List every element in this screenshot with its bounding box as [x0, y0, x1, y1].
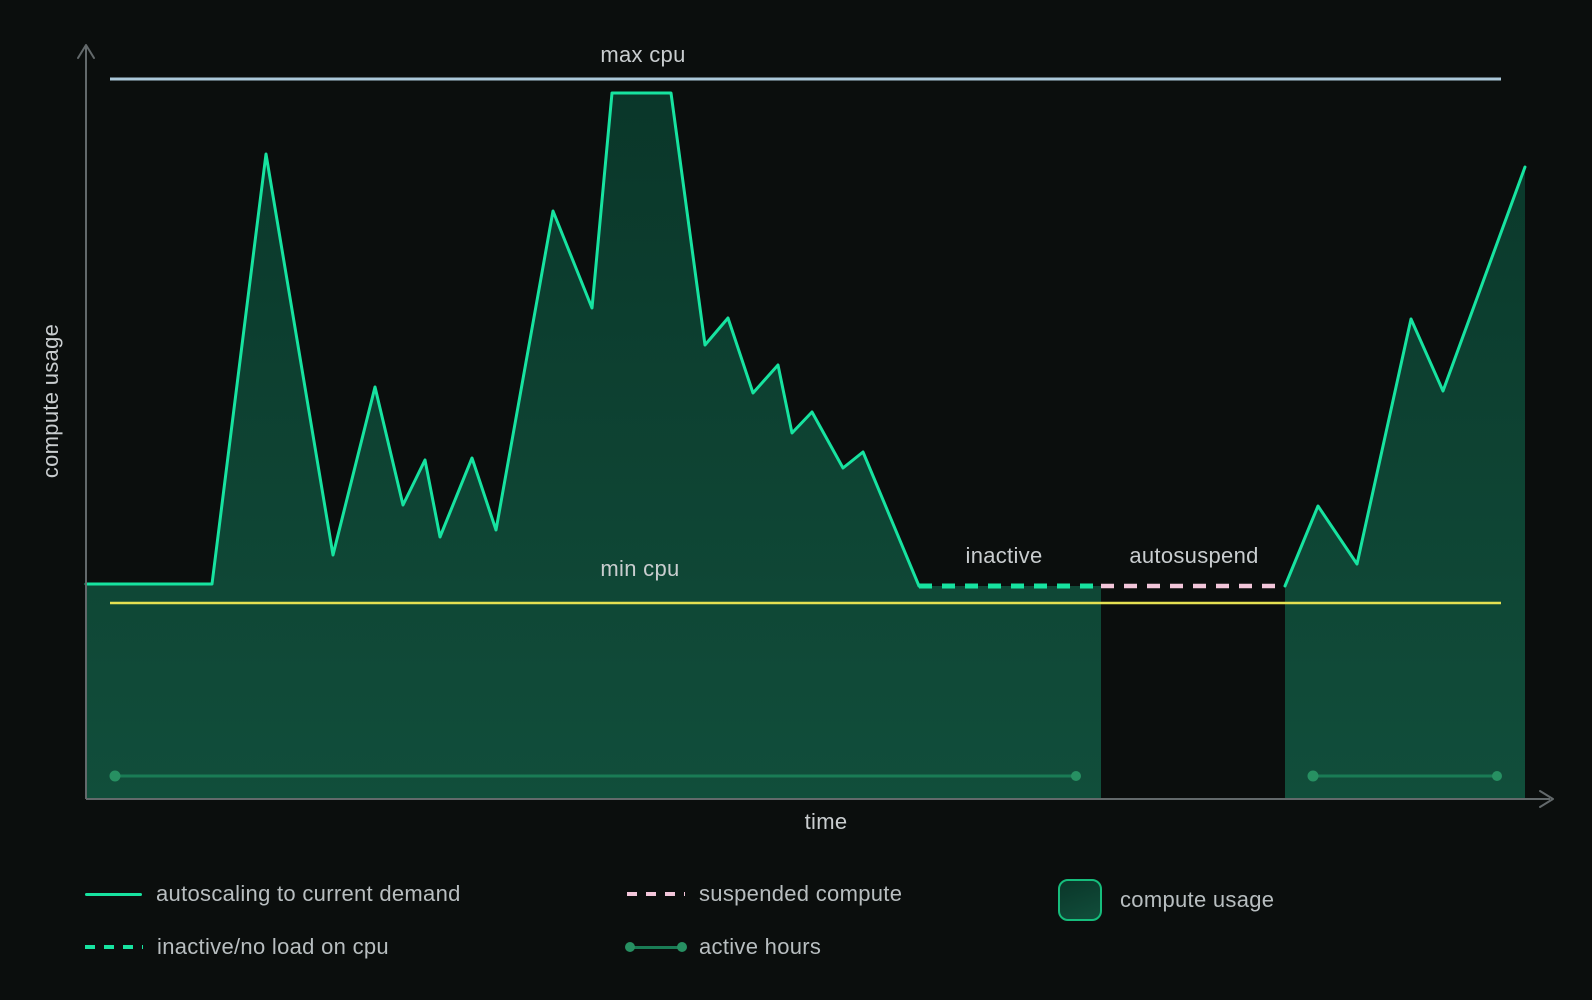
- max-cpu-label: max cpu: [600, 42, 685, 67]
- legend-item-suspended: suspended compute: [627, 872, 902, 916]
- legend-item-compute-usage: compute usage: [1058, 878, 1274, 922]
- active-hours-marker-right: [1307, 770, 1502, 782]
- legend-label-suspended: suspended compute: [699, 881, 903, 906]
- legend-label-active-hours: active hours: [699, 934, 822, 959]
- x-axis-label: time: [805, 809, 848, 834]
- inactive-label: inactive: [966, 543, 1043, 568]
- solid-green-line-swatch-icon: [85, 892, 142, 896]
- legend-item-active-hours: active hours: [627, 925, 821, 969]
- active-hours-end-dot: [1071, 771, 1081, 781]
- min-cpu-label: min cpu: [600, 556, 679, 581]
- legend-label-inactive: inactive/no load on cpu: [157, 934, 389, 959]
- legend-item-autoscaling: autoscaling to current demand: [85, 872, 461, 916]
- y-axis-arrow-icon: [77, 44, 95, 59]
- green-dashed-swatch-icon: [85, 945, 143, 949]
- active-hours-start-dot: [109, 770, 121, 782]
- active-hours-end-dot-right: [1492, 771, 1502, 781]
- legend-label-autoscaling: autoscaling to current demand: [156, 881, 461, 906]
- active-hours-marker-left: [109, 770, 1081, 782]
- x-axis-arrow-icon: [1539, 790, 1554, 808]
- legend-label-compute-usage: compute usage: [1120, 887, 1275, 912]
- compute-usage-area-right: [1285, 167, 1525, 799]
- compute-usage-area-left: [86, 93, 1101, 799]
- active-hours-start-dot-right: [1307, 770, 1319, 782]
- autoscaling-line-resume: [1283, 165, 1527, 588]
- legend-item-inactive: inactive/no load on cpu: [85, 925, 389, 969]
- autosuspend-label: autosuspend: [1129, 543, 1258, 568]
- pink-dashed-swatch-icon: [627, 892, 685, 896]
- autoscaling-line: [84, 91, 921, 588]
- y-axis-label: compute usage: [38, 324, 63, 478]
- active-hours-swatch-icon: [627, 945, 685, 949]
- compute-usage-box-swatch-icon: [1058, 879, 1102, 921]
